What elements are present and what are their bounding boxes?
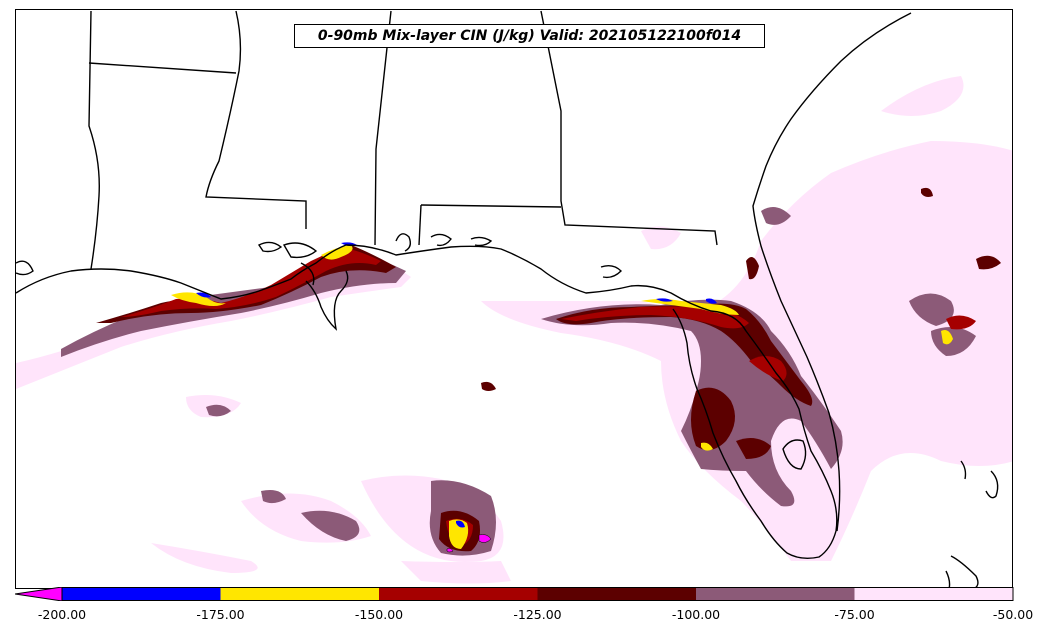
cin-light-pink-areas: [16, 76, 1012, 584]
colorbar-tick-label: -125.00: [513, 607, 562, 622]
colorbar-tick-label: -75.00: [834, 607, 875, 622]
colorbar-bin: [537, 587, 696, 601]
colorbar-tick-label: -175.00: [196, 607, 245, 622]
colorbar-tick-label: -100.00: [671, 607, 721, 622]
colorbar-bin: [62, 587, 221, 601]
colorbar-tick-label: -150.00: [354, 607, 404, 622]
colorbar: [15, 587, 1014, 601]
colorbar-tick-label: -200.00: [37, 607, 87, 622]
colorbar-bin: [220, 587, 379, 601]
colorbar-bin: [854, 587, 1013, 601]
colorbar-bin: [379, 587, 538, 601]
colorbar-tick-label: -50.00: [992, 607, 1034, 622]
coastlines-and-borders: [16, 10, 999, 588]
cin-magenta-spots: [446, 534, 492, 553]
colorbar-extend-triangle: [15, 587, 63, 601]
map-panel: 0-90mb Mix-layer CIN (J/kg) Valid: 20210…: [15, 9, 1013, 589]
colorbar-bin: [696, 587, 855, 601]
map-title: 0-90mb Mix-layer CIN (J/kg) Valid: 20210…: [294, 24, 765, 48]
map-canvas: [16, 10, 1012, 588]
